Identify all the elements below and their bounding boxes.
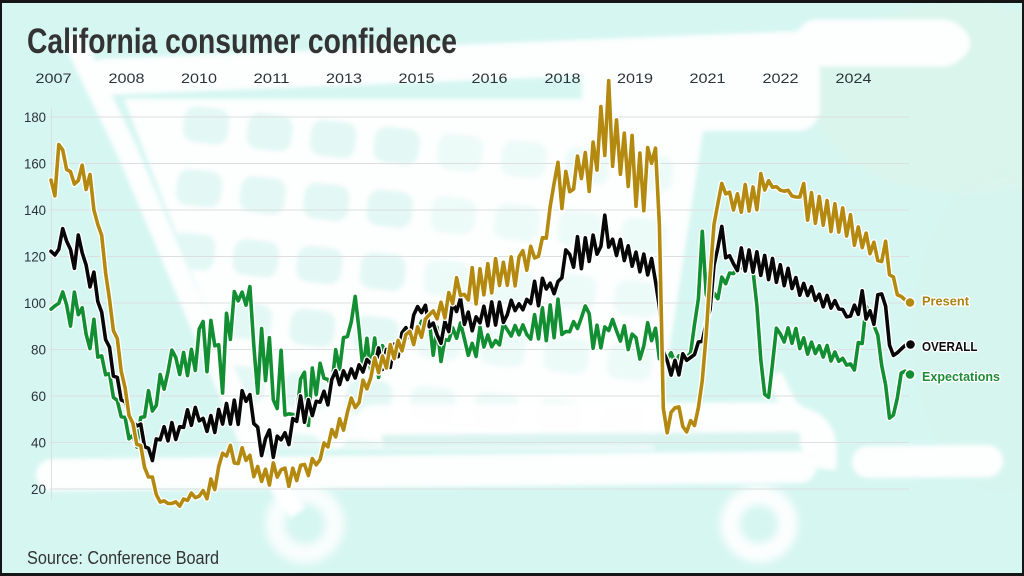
svg-text:California consumer confidence: California consumer confidence — [27, 22, 457, 61]
svg-text:40: 40 — [31, 436, 46, 451]
svg-text:2022: 2022 — [763, 70, 799, 86]
svg-text:2019: 2019 — [617, 70, 653, 86]
svg-text:100: 100 — [24, 296, 46, 311]
svg-text:140: 140 — [24, 203, 46, 218]
svg-text:Present: Present — [922, 294, 970, 309]
svg-text:Expectations: Expectations — [922, 369, 1000, 384]
svg-text:2008: 2008 — [109, 70, 145, 86]
svg-text:2013: 2013 — [326, 70, 362, 86]
svg-text:Source: Conference Board: Source: Conference Board — [27, 548, 219, 568]
svg-text:2016: 2016 — [472, 70, 508, 86]
svg-text:80: 80 — [31, 343, 46, 358]
svg-text:2018: 2018 — [545, 70, 581, 86]
svg-text:2010: 2010 — [181, 70, 217, 86]
svg-text:2015: 2015 — [399, 70, 435, 86]
svg-text:2021: 2021 — [690, 70, 726, 86]
svg-text:20: 20 — [31, 482, 46, 497]
svg-text:60: 60 — [31, 389, 46, 404]
svg-text:2024: 2024 — [836, 70, 872, 86]
svg-text:160: 160 — [24, 157, 46, 172]
svg-text:180: 180 — [24, 110, 46, 125]
svg-text:2007: 2007 — [36, 70, 72, 86]
svg-text:2011: 2011 — [254, 70, 290, 86]
svg-text:OVERALL: OVERALL — [922, 339, 978, 354]
svg-text:120: 120 — [24, 250, 46, 265]
